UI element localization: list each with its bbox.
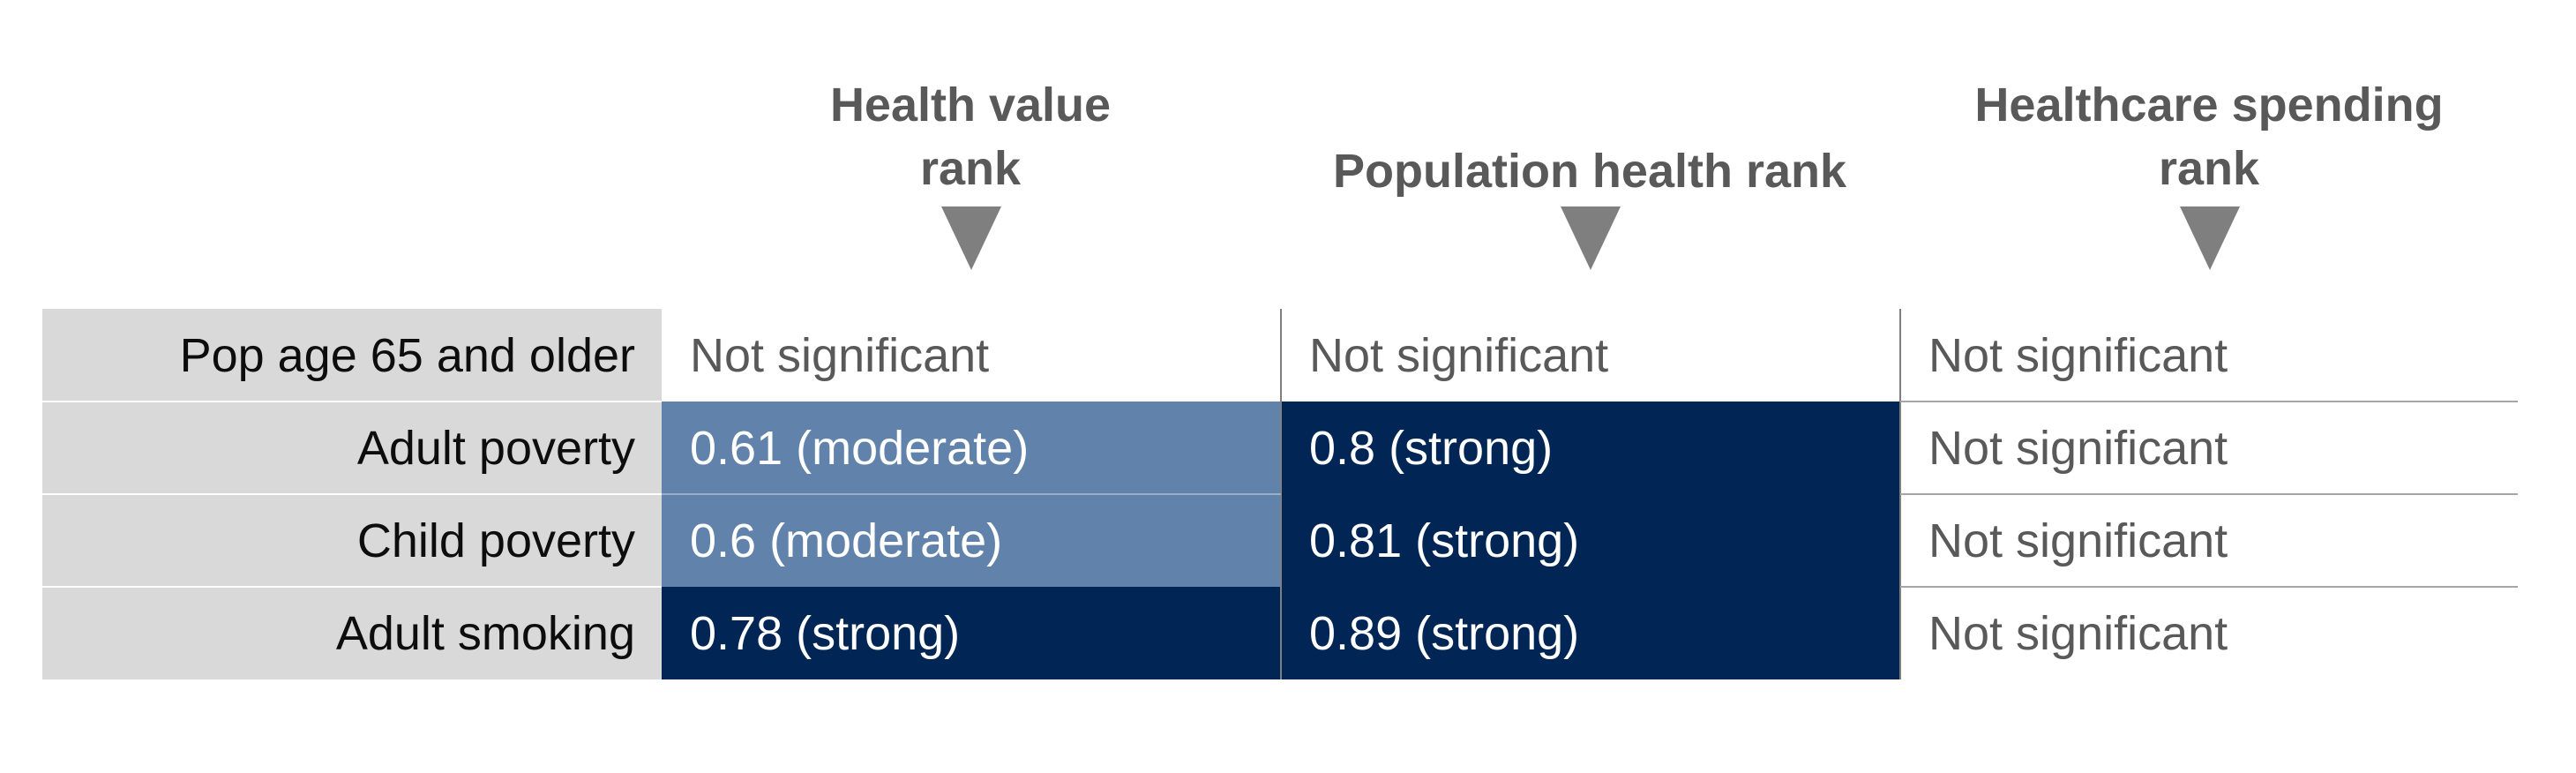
column-divider	[1280, 309, 1282, 679]
column-header-line1: Population health rank	[1332, 145, 1847, 198]
cell-row-divider	[662, 493, 1281, 495]
column-header-line1: Health value	[829, 79, 1112, 131]
cell-pop-age-65-health-value: Not significant	[662, 309, 1281, 402]
cell-adult-smoking-healthcare-spending: Not significant	[1900, 587, 2520, 679]
row-label-adult-smoking: Adult smoking	[42, 587, 662, 679]
cell-adult-poverty-healthcare-spending: Not significant	[1900, 402, 2520, 494]
down-arrow-icon	[941, 206, 1001, 270]
cell-adult-smoking-health-value: 0.78 (strong)	[662, 587, 1281, 679]
column-header-line2: rank	[2158, 142, 2260, 195]
cell-child-poverty-health-value: 0.6 (moderate)	[662, 494, 1281, 587]
column-header-line1: Healthcare spending	[1974, 79, 2444, 131]
row-divider	[1900, 586, 2518, 588]
column-header-population-health-rank: Population health rank	[1281, 71, 1898, 203]
row-label-pop-age-65: Pop age 65 and older	[42, 309, 662, 402]
row-divider	[1900, 493, 2518, 495]
column-header-health-value-rank: Health value rank	[662, 71, 1279, 203]
cell-adult-poverty-health-value: 0.61 (moderate)	[662, 402, 1281, 494]
column-header-line2: rank	[919, 142, 1022, 195]
label-row-divider	[42, 493, 662, 495]
cell-pop-age-65-population-health: Not significant	[1281, 309, 1900, 402]
cell-adult-smoking-population-health: 0.89 (strong)	[1281, 587, 1900, 679]
row-label-adult-poverty: Adult poverty	[42, 402, 662, 494]
down-arrow-icon	[2180, 206, 2240, 270]
label-row-divider	[42, 401, 662, 402]
cell-child-poverty-population-health: 0.81 (strong)	[1281, 494, 1900, 587]
row-label-child-poverty: Child poverty	[42, 494, 662, 587]
cell-adult-poverty-population-health: 0.8 (strong)	[1281, 402, 1900, 494]
column-header-healthcare-spending-rank: Healthcare spending rank	[1900, 71, 2518, 203]
label-row-divider	[42, 586, 662, 588]
cell-child-poverty-healthcare-spending: Not significant	[1900, 494, 2520, 587]
down-arrow-icon	[1561, 206, 1621, 270]
row-divider	[1900, 401, 2518, 402]
cell-pop-age-65-healthcare-spending: Not significant	[1900, 309, 2520, 402]
